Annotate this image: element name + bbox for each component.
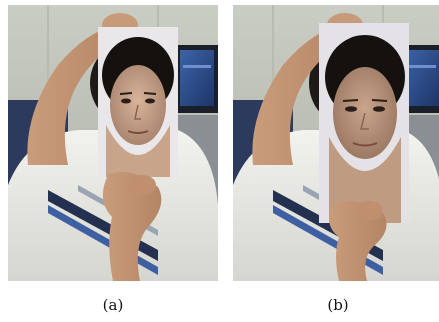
photo-panel-a xyxy=(8,5,218,281)
photo-a xyxy=(8,5,218,281)
caption-a: (a) xyxy=(102,296,124,314)
caption-b: (b) xyxy=(327,296,349,314)
photo-b xyxy=(233,5,439,281)
photo-panel-b xyxy=(233,5,439,281)
